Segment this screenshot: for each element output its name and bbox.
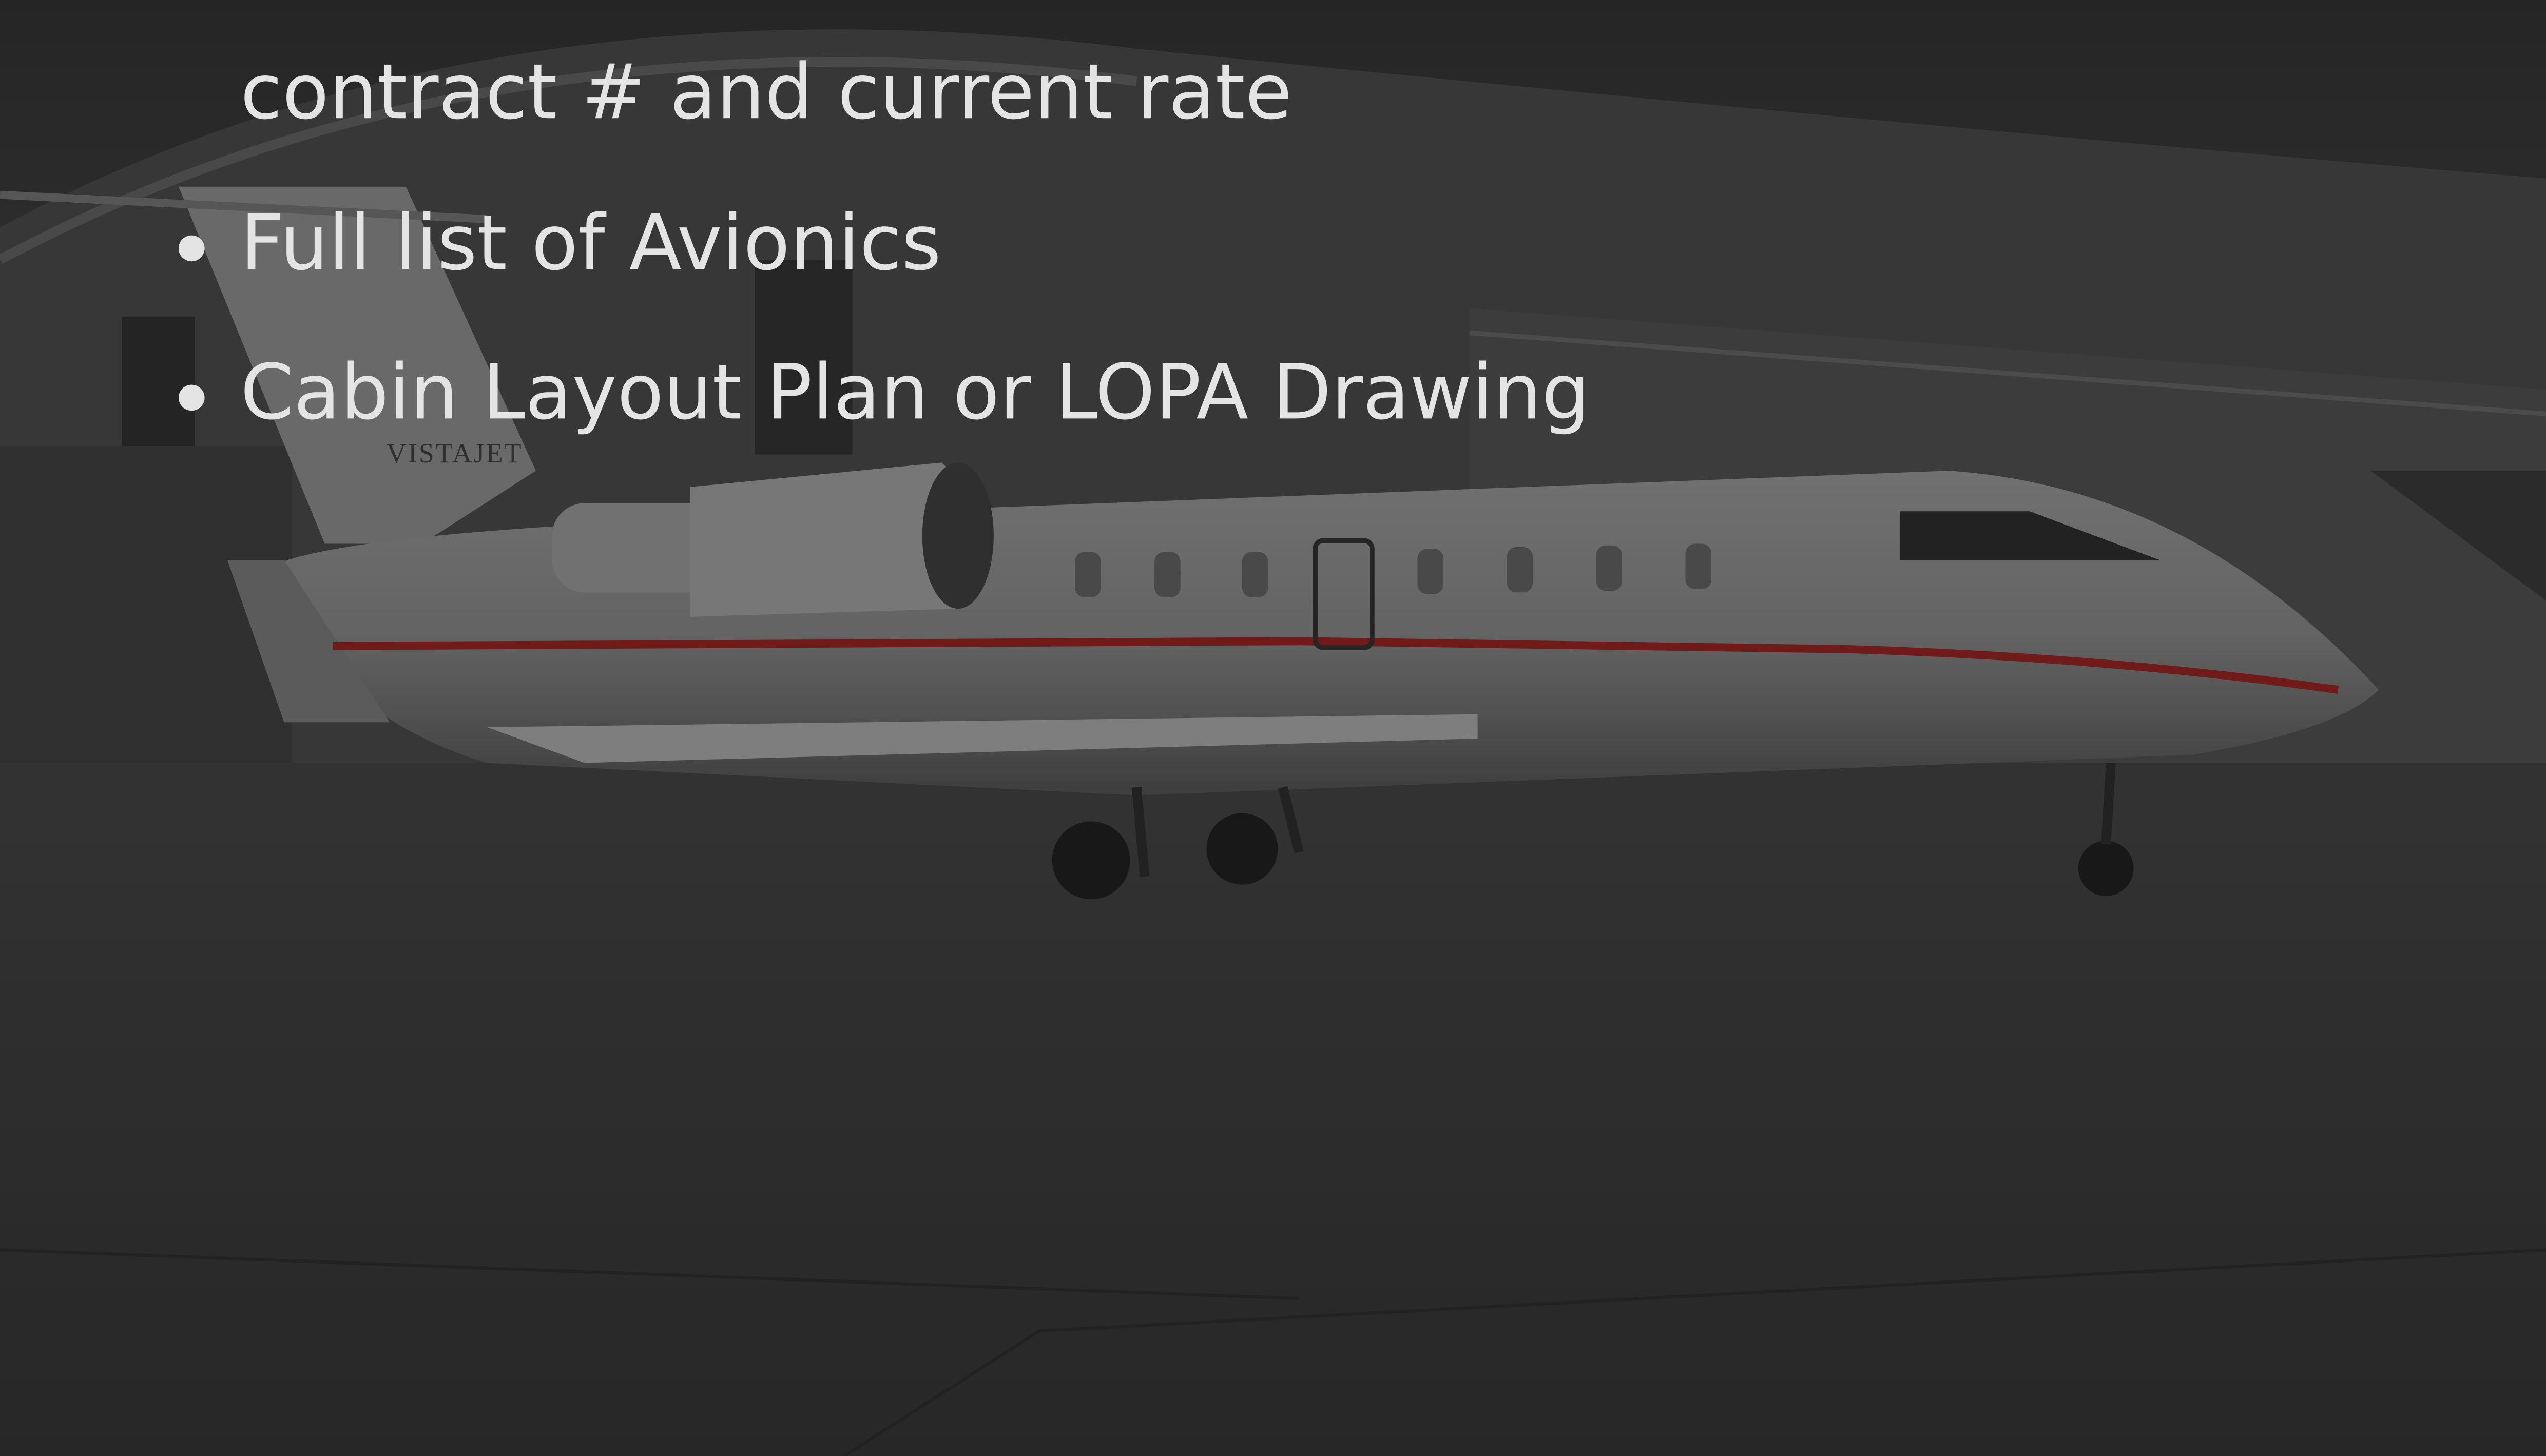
list-continuation: contract # and current rate: [240, 48, 1292, 137]
slide: VISTAJET contract # and current rate Ful…: [0, 0, 2546, 1456]
list-item: Full list of Avionics: [240, 199, 941, 287]
bullet: [179, 385, 205, 411]
page: {"list": {"continuation": "contract # an…: [0, 0, 2546, 1456]
list-item: Cabin Layout Plan or LOPA Drawing: [240, 348, 1590, 437]
bullet: [179, 236, 205, 262]
